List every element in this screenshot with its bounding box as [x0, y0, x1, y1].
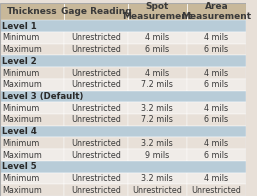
- Text: Minimum: Minimum: [3, 174, 40, 183]
- Bar: [0, 184, 64, 196]
- Text: Maximum: Maximum: [3, 45, 42, 54]
- Bar: [64, 172, 128, 184]
- Text: Level 1: Level 1: [3, 22, 37, 31]
- Bar: [187, 184, 246, 196]
- Text: Unrestricted: Unrestricted: [71, 174, 121, 183]
- Bar: [64, 44, 128, 55]
- Bar: [187, 137, 246, 149]
- Text: Level 3 (Default): Level 3 (Default): [3, 92, 84, 101]
- Text: 4 mils: 4 mils: [204, 174, 228, 183]
- Text: Unrestricted: Unrestricted: [132, 186, 182, 195]
- Text: Unrestricted: Unrestricted: [71, 186, 121, 195]
- Bar: [64, 32, 128, 44]
- Bar: [0, 114, 64, 126]
- Text: Spot
Measurement: Spot Measurement: [122, 2, 192, 21]
- Bar: [64, 102, 128, 114]
- Bar: [187, 149, 246, 161]
- Bar: [64, 67, 128, 79]
- Bar: [0, 172, 64, 184]
- Bar: [0, 149, 64, 161]
- Text: Unrestricted: Unrestricted: [71, 104, 121, 113]
- Bar: [64, 114, 128, 126]
- Text: 3.2 mils: 3.2 mils: [141, 174, 173, 183]
- Text: 3.2 mils: 3.2 mils: [141, 104, 173, 113]
- Bar: [128, 137, 187, 149]
- Bar: [128, 44, 187, 55]
- Bar: [187, 3, 246, 20]
- Bar: [0, 137, 64, 149]
- Bar: [0, 161, 246, 172]
- Text: Unrestricted: Unrestricted: [191, 186, 241, 195]
- Bar: [187, 114, 246, 126]
- Text: 6 mils: 6 mils: [204, 45, 228, 54]
- Text: Unrestricted: Unrestricted: [71, 68, 121, 77]
- Bar: [128, 79, 187, 91]
- Bar: [64, 184, 128, 196]
- Bar: [0, 91, 246, 102]
- Text: 3.2 mils: 3.2 mils: [141, 139, 173, 148]
- Bar: [0, 20, 246, 32]
- Text: 4 mils: 4 mils: [204, 33, 228, 42]
- Bar: [187, 172, 246, 184]
- Text: Area
Measurement: Area Measurement: [181, 2, 251, 21]
- Bar: [128, 32, 187, 44]
- Text: 4 mils: 4 mils: [204, 139, 228, 148]
- Text: 6 mils: 6 mils: [204, 115, 228, 124]
- Text: 6 mils: 6 mils: [145, 45, 169, 54]
- Text: Gage Reading: Gage Reading: [61, 7, 131, 16]
- Text: Unrestricted: Unrestricted: [71, 151, 121, 160]
- Bar: [0, 32, 64, 44]
- Text: Unrestricted: Unrestricted: [71, 33, 121, 42]
- Bar: [0, 3, 64, 20]
- Bar: [187, 79, 246, 91]
- Text: 4 mils: 4 mils: [204, 68, 228, 77]
- Bar: [64, 3, 128, 20]
- Bar: [0, 79, 64, 91]
- Text: Maximum: Maximum: [3, 80, 42, 89]
- Text: 4 mils: 4 mils: [204, 104, 228, 113]
- Text: Minimum: Minimum: [3, 33, 40, 42]
- Text: 6 mils: 6 mils: [204, 151, 228, 160]
- Bar: [128, 114, 187, 126]
- Text: 7.2 mils: 7.2 mils: [141, 80, 173, 89]
- Text: Level 2: Level 2: [3, 57, 37, 66]
- Text: Level 4: Level 4: [3, 127, 37, 136]
- Text: 4 mils: 4 mils: [145, 33, 169, 42]
- Text: 6 mils: 6 mils: [204, 80, 228, 89]
- Bar: [0, 55, 246, 67]
- Text: 9 mils: 9 mils: [145, 151, 169, 160]
- Bar: [128, 67, 187, 79]
- Bar: [0, 44, 64, 55]
- Text: Thickness: Thickness: [7, 7, 57, 16]
- Bar: [0, 67, 64, 79]
- Bar: [64, 137, 128, 149]
- Text: Maximum: Maximum: [3, 151, 42, 160]
- Bar: [187, 102, 246, 114]
- Text: Maximum: Maximum: [3, 186, 42, 195]
- Bar: [64, 149, 128, 161]
- Text: Unrestricted: Unrestricted: [71, 139, 121, 148]
- Bar: [187, 44, 246, 55]
- Bar: [0, 102, 64, 114]
- Text: Unrestricted: Unrestricted: [71, 115, 121, 124]
- Text: 4 mils: 4 mils: [145, 68, 169, 77]
- Text: Unrestricted: Unrestricted: [71, 45, 121, 54]
- Bar: [128, 102, 187, 114]
- Text: Maximum: Maximum: [3, 115, 42, 124]
- Bar: [128, 172, 187, 184]
- Bar: [187, 32, 246, 44]
- Bar: [64, 79, 128, 91]
- Text: Level 5: Level 5: [3, 162, 37, 171]
- Bar: [0, 126, 246, 137]
- Bar: [128, 3, 187, 20]
- Text: Minimum: Minimum: [3, 139, 40, 148]
- Bar: [128, 149, 187, 161]
- Text: Minimum: Minimum: [3, 68, 40, 77]
- Text: Minimum: Minimum: [3, 104, 40, 113]
- Bar: [128, 184, 187, 196]
- Bar: [187, 67, 246, 79]
- Text: 7.2 mils: 7.2 mils: [141, 115, 173, 124]
- Text: Unrestricted: Unrestricted: [71, 80, 121, 89]
